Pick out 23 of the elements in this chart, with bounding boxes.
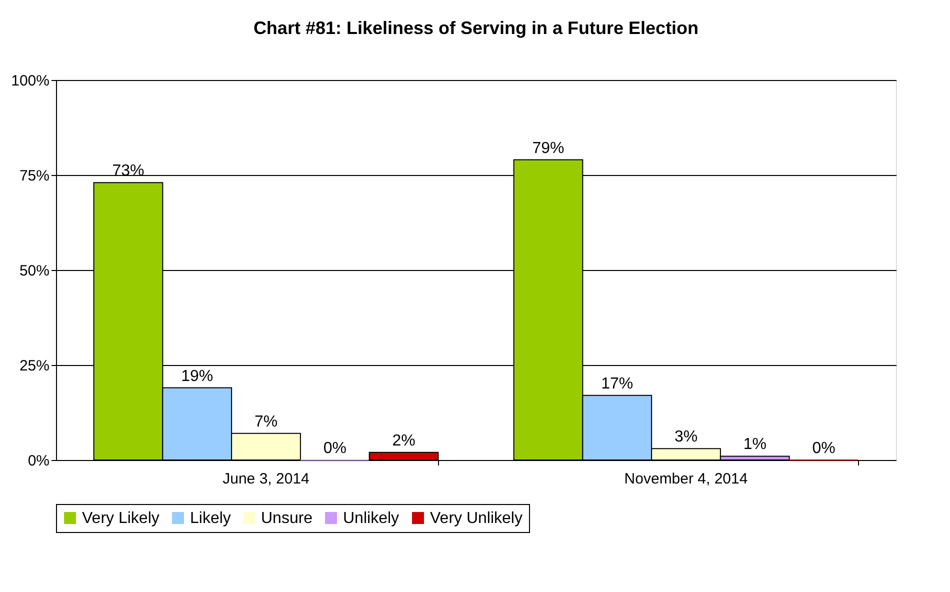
legend-label: Very Likely: [82, 510, 160, 527]
legend-label: Unlikely: [343, 510, 400, 527]
text: 3%: [674, 428, 698, 446]
y-tick-label: 50%: [19, 262, 50, 280]
x-tick-label: June 3, 2014: [222, 470, 310, 488]
text: 19%: [181, 368, 214, 385]
y-tick-label: 0%: [28, 452, 50, 470]
text: 73%: [112, 162, 144, 180]
y-tick-label: 75%: [19, 168, 50, 184]
legend-label: Very Unlikely: [430, 510, 522, 527]
legend-label: Likely: [190, 510, 231, 527]
text: 0%: [323, 440, 346, 457]
y-tick-label: 25%: [19, 358, 50, 374]
text: 17%: [601, 375, 634, 392]
y-tick-label: 100%: [11, 72, 50, 90]
text: 7%: [254, 413, 278, 430]
text: 79%: [532, 140, 564, 157]
text: 2%: [392, 432, 416, 450]
legend-label: Unsure: [261, 510, 313, 527]
x-tick-label: November 4, 2014: [624, 470, 748, 488]
chart-title: Chart #81: Likeliness of Serving in a Future Election: [253, 18, 699, 38]
text: 1%: [743, 436, 766, 454]
text: 0%: [812, 440, 836, 457]
